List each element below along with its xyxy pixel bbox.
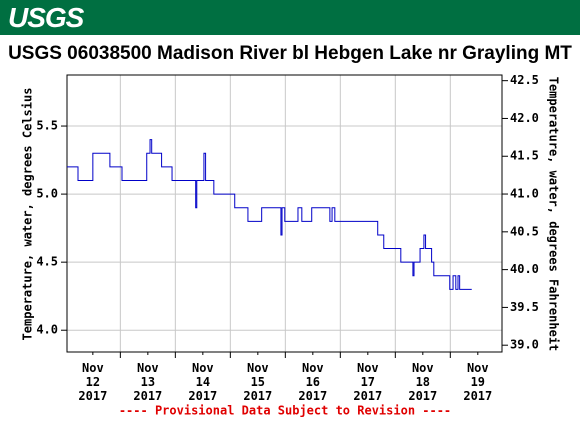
- x-tick-label: Nov 19 2017: [463, 361, 493, 403]
- y-axis-label: Temperature, water, degrees Celsius: [21, 88, 35, 341]
- y-tick-label: 5.5: [36, 119, 58, 133]
- y2-tick-label: 40.0: [510, 262, 539, 276]
- y2-tick-label: 41.5: [510, 149, 539, 163]
- y2-tick-label: 40.5: [510, 224, 539, 238]
- y2-tick-label: 39.0: [510, 338, 539, 352]
- x-tick-label: Nov 16 2017: [298, 361, 328, 403]
- y2-tick-label: 41.0: [510, 187, 539, 201]
- x-tick-label: Nov 18 2017: [408, 361, 438, 403]
- footer-note: ---- Provisional Data Subject to Revisio…: [119, 404, 451, 418]
- x-tick-label: Nov 14 2017: [188, 361, 218, 403]
- y2-tick-label: 42.0: [510, 111, 539, 125]
- y2-tick-label: 42.5: [510, 73, 539, 87]
- y-tick-label: 4.0: [36, 323, 58, 337]
- plot-frame: [66, 74, 503, 353]
- x-tick-label: Nov 15 2017: [243, 361, 273, 403]
- y-tick-label: 5.0: [36, 187, 58, 201]
- chart-title: USGS 06038500 Madison River bl Hebgen La…: [8, 43, 572, 64]
- data-line: [67, 139, 472, 290]
- y2-axis-label: Temperature, water, degrees Fahrenheit: [547, 77, 561, 352]
- y-tick-label: 4.5: [36, 255, 58, 269]
- x-tick-label: Nov 13 2017: [133, 361, 163, 403]
- header: USGS: [0, 0, 580, 35]
- x-tick-label: Nov 12 2017: [78, 361, 108, 403]
- y2-tick-label: 39.5: [510, 300, 539, 314]
- logo: USGS: [8, 2, 84, 33]
- x-tick-label: Nov 17 2017: [353, 361, 383, 403]
